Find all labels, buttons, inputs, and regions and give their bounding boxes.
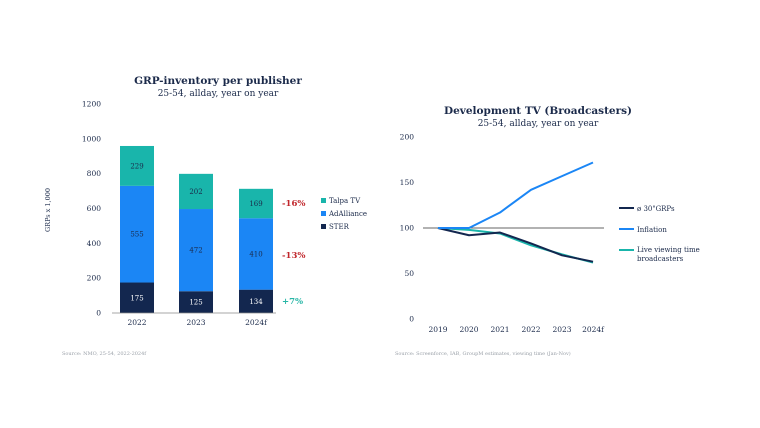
legend-label-inflation: Inflation [637,226,667,234]
bar-value-label: 229 [130,162,143,170]
legend-label-live-viewing-line1: Live viewing time [637,246,700,254]
bar-adalliance-2024f [239,218,273,290]
legend-label-adalliance: AdAlliance [328,210,367,218]
bar-value-label: 202 [189,188,202,196]
legend-swatch-adalliance [321,211,326,216]
bar-talpa-tv-2023 [179,173,213,210]
bar-value-label: 169 [249,200,262,208]
left-y-tick-label: 1200 [82,100,101,109]
left-x-tick-label: 2022 [127,318,146,327]
left-x-axis: 2022 2023 2024f [127,318,268,327]
bar-talpa-tv-2022 [120,145,154,186]
left-bar-series [112,145,276,314]
left-y-axis: 0 200 400 600 800 1000 1200 [82,100,101,318]
bar-ster-2022 [120,282,154,313]
bar-value-label: 472 [189,247,202,255]
bar-adalliance-2023 [179,209,213,292]
left-y-tick-label: 200 [87,274,102,283]
legend-label-live-viewing-line2: broadcasters [637,255,684,263]
bar-value-label: 555 [130,231,143,239]
left-legend: Talpa TV AdAlliance STER [321,197,367,231]
right-x-tick-label: 2020 [459,325,478,334]
left-y-axis-label: GRPs x 1,000 [44,188,52,232]
right-x-tick-label: 2023 [552,325,571,334]
right-source-note: Source: Screenforce, IAB, GroupM estimat… [395,350,571,357]
annotation-adalliance-change: -13% [282,251,305,261]
right-x-tick-label: 2024f [582,325,605,334]
left-x-tick-label: 2023 [186,318,205,327]
right-y-axis: 0 50 100 150 200 [400,133,415,324]
left-chart-title: GRP-inventory per publisher [134,75,302,87]
left-source-note: Source: NMO, 25-54, 2022-2024f [62,351,147,357]
line-inflation [438,161,594,229]
right-y-tick-label: 100 [400,224,415,233]
annotation-talpa-change: -16% [282,199,305,209]
left-y-tick-label: 0 [96,309,101,318]
right-x-tick-label: 2022 [521,325,540,334]
right-legend: ø 30"GRPs Inflation Live viewing time br… [619,205,702,263]
bar-ster-2024f [239,289,273,313]
left-y-tick-label: 800 [87,169,102,178]
right-x-tick-label: 2019 [428,325,447,334]
right-chart-title: Development TV (Broadcasters) [444,105,632,117]
bar-value-label: 410 [249,250,262,258]
right-chart-subtitle: 25-54, allday, year on year [478,119,599,129]
legend-swatch-ster [321,224,326,229]
legend-swatch-talpa [321,198,326,203]
bar-value-label: 134 [249,298,263,306]
right-y-tick-label: 200 [400,133,415,142]
bar-ster-2023 [179,291,213,313]
left-x-tick-label: 2024f [245,318,268,327]
right-line-series [437,161,594,264]
right-x-axis: 2019 2020 2021 2022 2023 2024f [428,325,605,334]
legend-label-live-viewing: Live viewing time broadcasters [637,246,702,263]
left-y-tick-label: 600 [87,204,102,213]
legend-label-grps: ø 30"GRPs [637,205,675,213]
left-bar-value-labels: 175 555 229 125 472 202 134 410 169 [130,162,263,306]
right-y-tick-label: 150 [400,178,415,187]
left-y-tick-label: 1000 [82,134,101,143]
right-chart: Development TV (Broadcasters) 25-54, all… [395,105,702,357]
left-y-tick-label: 400 [87,239,102,248]
left-chart-subtitle: 25-54, allday, year on year [158,89,279,99]
legend-label-ster: STER [329,223,350,231]
right-y-tick-label: 50 [404,269,414,278]
right-y-tick-label: 0 [409,315,414,324]
line-30-grps [437,227,594,263]
annotation-ster-change: +7% [282,297,303,307]
bar-value-label: 175 [130,294,143,302]
bar-talpa-tv-2024f [239,188,273,219]
bar-adalliance-2022 [120,185,154,283]
left-chart: GRP-inventory per publisher 25-54, allda… [44,75,367,357]
right-x-tick-label: 2021 [490,325,509,334]
bar-value-label: 125 [189,299,202,307]
legend-label-talpa: Talpa TV [329,197,361,205]
